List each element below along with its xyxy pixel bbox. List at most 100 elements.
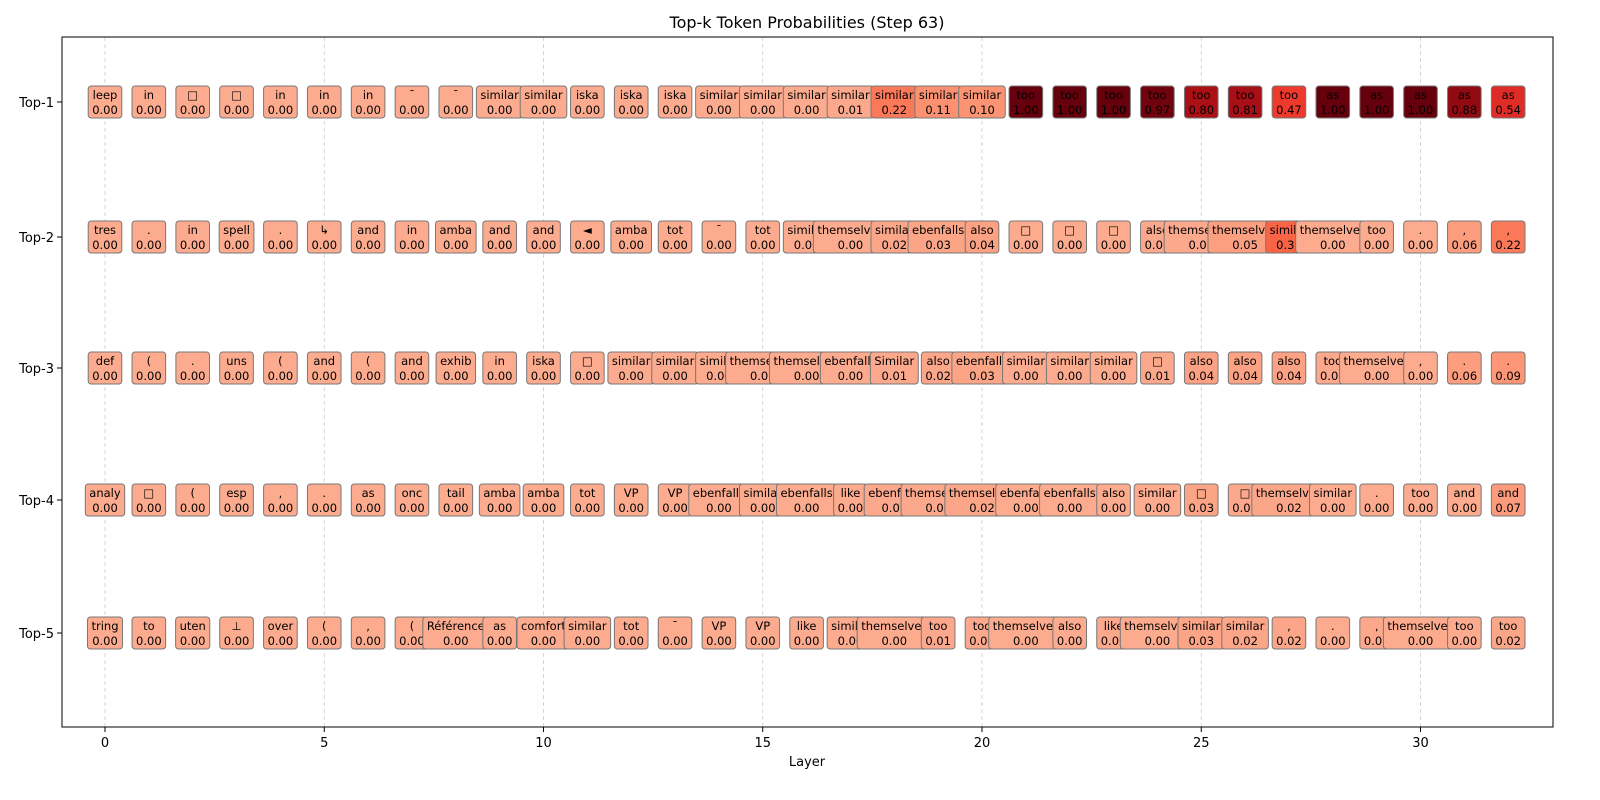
token-label: also — [1277, 354, 1300, 368]
token-probability: 0.00 — [92, 501, 118, 515]
token-label: . — [1375, 486, 1379, 500]
token-label: as — [1414, 88, 1427, 102]
token-label: too — [1192, 88, 1211, 102]
token-label: ¯ — [453, 88, 459, 102]
x-tick-label-20: 20 — [974, 736, 991, 751]
token-probability: 0.00 — [487, 501, 513, 515]
token-cell-top5-layer9: as0.00 — [482, 616, 517, 650]
token-label: . — [1419, 223, 1423, 237]
token-cell-box — [1315, 85, 1351, 119]
token-cell-box — [1221, 616, 1269, 650]
token-probability: 1.00 — [1320, 103, 1346, 117]
token-probability: 0.00 — [224, 501, 250, 515]
token-label: also — [1233, 354, 1256, 368]
token-label: ⊥ — [232, 619, 242, 633]
x-axis-label: Layer — [789, 755, 826, 770]
token-probability: 0.00 — [531, 501, 557, 515]
token-cell-box — [1447, 220, 1482, 254]
token-cell-box — [435, 351, 477, 385]
token-cell-box — [526, 220, 561, 254]
token-label: like — [841, 486, 861, 500]
token-probability: 0.00 — [1408, 369, 1434, 383]
token-label: ( — [147, 354, 152, 368]
token-probability: 0.00 — [399, 103, 425, 117]
token-cell-box — [1008, 220, 1044, 254]
token-probability: 0.00 — [662, 103, 688, 117]
token-label: onc — [402, 486, 423, 500]
token-cell-box — [1271, 351, 1307, 385]
token-probability: 0.00 — [268, 238, 294, 252]
token-label: also — [970, 223, 993, 237]
token-probability: 0.00 — [1320, 501, 1346, 515]
token-label: . — [147, 223, 151, 237]
token-cell-top4-layer12: VP0.00 — [613, 483, 649, 517]
token-cell-top1-layer5: in0.00 — [306, 85, 342, 119]
token-label: , — [1375, 619, 1379, 633]
token-cell-box — [175, 220, 211, 254]
token-label: □ — [1020, 223, 1031, 237]
token-cell-box — [1490, 85, 1526, 119]
token-probability: 0.01 — [925, 634, 951, 648]
token-label: ¯ — [672, 619, 678, 633]
token-probability: 0.00 — [443, 634, 469, 648]
token-label: similar — [568, 619, 607, 633]
token-label: similar — [963, 88, 1002, 102]
token-probability: 0.00 — [618, 103, 644, 117]
token-cell-top2-layer14: ¯0.00 — [701, 220, 737, 254]
token-probability: 0.00 — [399, 634, 425, 648]
token-probability: 0.09 — [1495, 369, 1521, 383]
token-label: analy — [89, 486, 121, 500]
token-cell-box — [306, 483, 342, 517]
token-probability: 0.00 — [1013, 238, 1039, 252]
token-label: tot — [623, 619, 640, 633]
token-probability: 0.00 — [487, 238, 513, 252]
token-label: ebenfalls — [956, 354, 1008, 368]
token-label: similar — [524, 88, 563, 102]
y-tick-label-5: Top-5 — [18, 627, 54, 642]
token-probability: 0.54 — [1495, 103, 1521, 117]
token-probability: 0.00 — [1320, 634, 1346, 648]
token-probability: 0.00 — [136, 103, 162, 117]
token-cell-box — [1490, 483, 1526, 517]
token-probability: 0.07 — [1495, 501, 1521, 515]
token-cell-box — [610, 220, 653, 254]
token-cell-top2-layer22: □0.00 — [1052, 220, 1088, 254]
token-cell-top5-layer15: VP0.00 — [745, 616, 781, 650]
token-probability: 0.04 — [969, 238, 995, 252]
token-probability: 0.01 — [838, 103, 864, 117]
token-label: similar — [1226, 619, 1265, 633]
token-cell-box — [1096, 220, 1131, 254]
token-label: as — [493, 619, 506, 633]
token-label: themselves — [1256, 486, 1322, 500]
token-probability: 0.02 — [1232, 634, 1258, 648]
token-label: ¯ — [716, 223, 722, 237]
token-label: amba — [615, 223, 648, 237]
token-cell-box — [570, 85, 605, 119]
token-cell-box — [701, 220, 737, 254]
token-cell-box — [350, 616, 386, 650]
token-label: in — [275, 88, 285, 102]
token-label: themselves — [1300, 223, 1366, 237]
token-probability: 0.06 — [1452, 369, 1478, 383]
token-cell-top5-layer28: .0.00 — [1315, 616, 1351, 650]
token-cell-top1-layer8: ¯0.00 — [438, 85, 474, 119]
token-cell-box — [570, 483, 605, 517]
token-probability: 0.22 — [881, 103, 907, 117]
token-probability: 0.88 — [1452, 103, 1478, 117]
token-probability: 0.00 — [487, 103, 513, 117]
token-probability: 0.00 — [1013, 501, 1039, 515]
token-cell-top1-layer31: as0.88 — [1447, 85, 1482, 119]
